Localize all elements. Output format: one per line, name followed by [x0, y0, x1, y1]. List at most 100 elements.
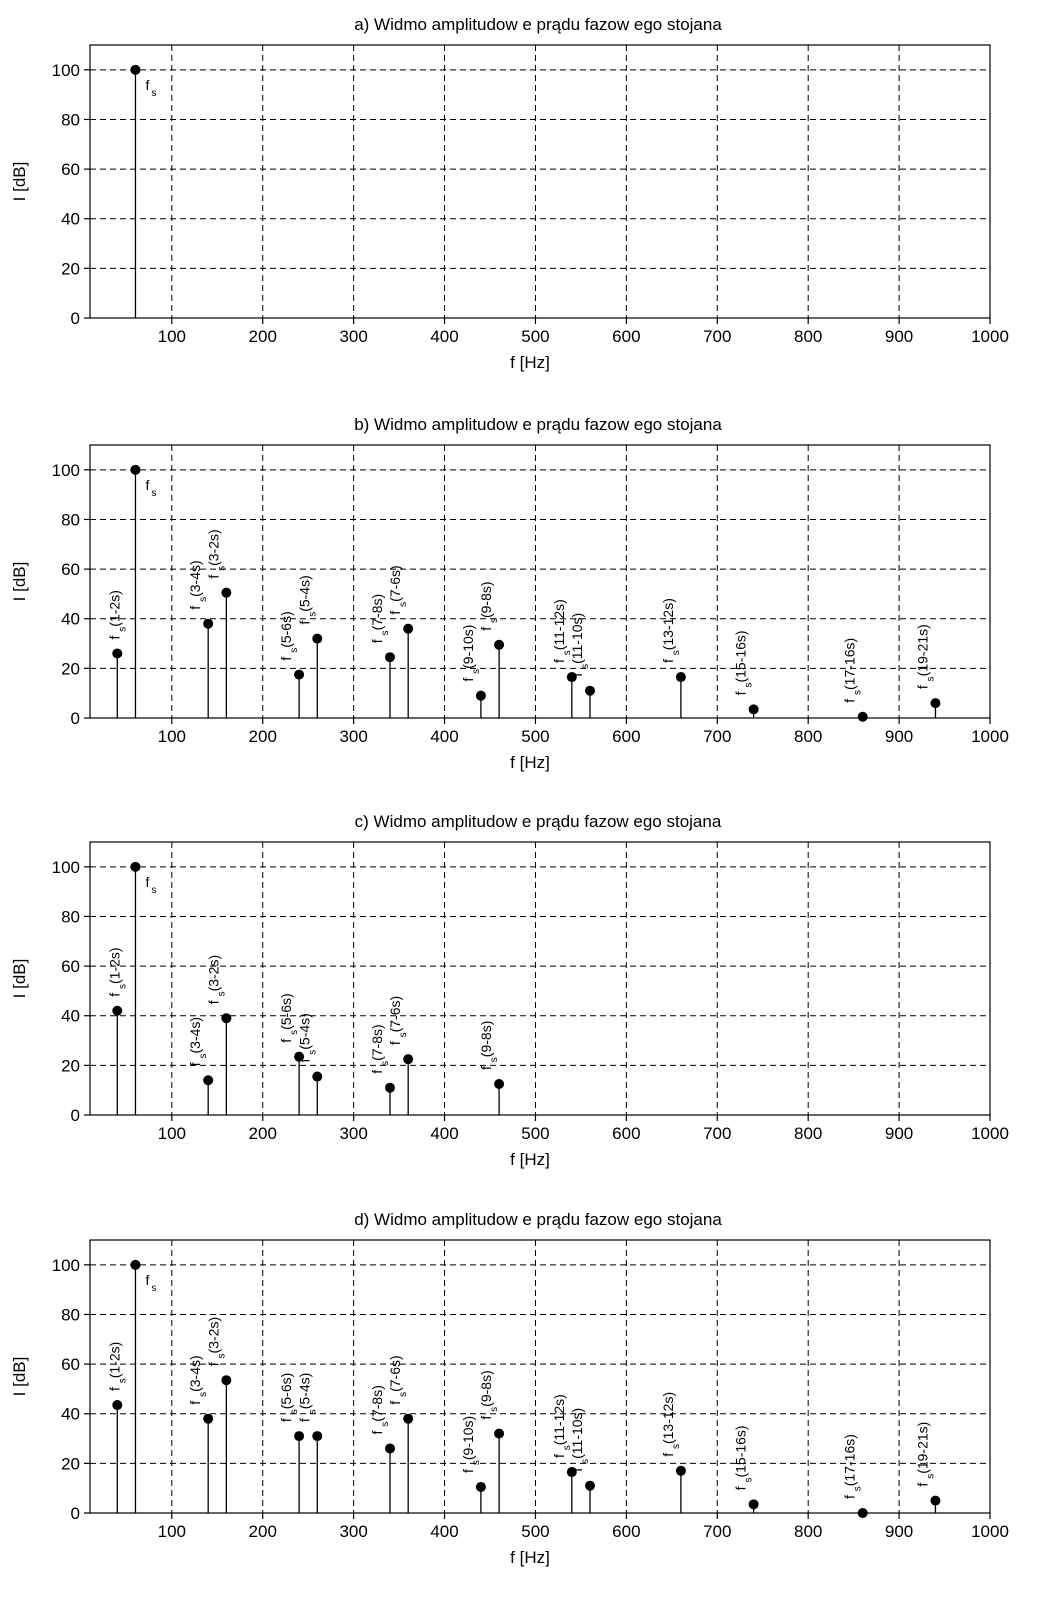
chart-panel-d: d) Widmo amplitudow e prądu fazow ego st…	[10, 1210, 1009, 1567]
x-tick-label: 800	[794, 1124, 822, 1143]
chart-panel-a: a) Widmo amplitudow e prądu fazow ego st…	[10, 15, 1009, 372]
x-tick-label: 1000	[971, 327, 1009, 346]
stem-annotation: f s(1-2s)	[106, 1342, 128, 1391]
chart-panel-c: c) Widmo amplitudow e prądu fazow ego st…	[10, 812, 1009, 1169]
stem-marker	[221, 1375, 232, 1386]
stem-marker	[748, 704, 759, 715]
x-tick-label: 100	[158, 327, 186, 346]
stem-annotation: fs	[145, 874, 156, 896]
stem-marker	[312, 633, 323, 644]
x-tick-label: 100	[158, 1124, 186, 1143]
x-tick-label: 700	[703, 1124, 731, 1143]
y-axis-label: I [dB]	[10, 1357, 29, 1397]
stem-annotation: f s(9-10s)	[460, 625, 482, 682]
x-axis-label: f [Hz]	[510, 353, 550, 372]
stem-marker	[675, 1465, 686, 1476]
x-tick-label: 300	[339, 727, 367, 746]
x-tick-label: 600	[612, 1522, 640, 1541]
y-tick-label: 80	[61, 907, 80, 926]
y-tick-label: 60	[61, 957, 80, 976]
stem-annotation: f s(9-8s)	[478, 1370, 500, 1419]
y-tick-label: 40	[61, 1007, 80, 1026]
x-tick-label: 300	[339, 1124, 367, 1143]
x-tick-label: 500	[521, 1124, 549, 1143]
stem-annotation: f s(3-2s)	[205, 529, 227, 578]
stem-annotation: f s(3-4s)	[187, 560, 209, 609]
stem-annotation: f s(19-21s)	[914, 624, 936, 689]
chart-title: c) Widmo amplitudow e prądu fazow ego st…	[355, 812, 722, 831]
x-tick-label: 200	[249, 327, 277, 346]
x-tick-label: 500	[521, 327, 549, 346]
y-axis-label: I [dB]	[10, 562, 29, 602]
stem-annotation: f s(13-12s)	[660, 598, 682, 663]
stem-marker	[294, 1431, 305, 1442]
x-tick-label: 1000	[971, 727, 1009, 746]
y-tick-label: 0	[71, 1106, 80, 1125]
stem-annotation: f s(9-8s)	[478, 1021, 500, 1070]
y-axis-label: I [dB]	[10, 162, 29, 202]
stem-marker	[203, 1075, 214, 1086]
stem-annotation: f s(7-6s)	[387, 565, 409, 614]
stem-marker	[566, 672, 577, 683]
stem-marker	[494, 1428, 505, 1439]
y-tick-label: 80	[61, 110, 80, 129]
stem-marker	[475, 1481, 486, 1492]
stem-annotation: fs	[145, 477, 156, 499]
chart-title: a) Widmo amplitudow e prądu fazow ego st…	[354, 15, 722, 34]
x-tick-label: 400	[430, 1522, 458, 1541]
stem-marker	[857, 1508, 868, 1518]
x-tick-label: 800	[794, 727, 822, 746]
y-tick-label: 80	[61, 510, 80, 529]
stem-marker	[930, 1495, 941, 1506]
chart-title: d) Widmo amplitudow e prądu fazow ego st…	[354, 1210, 722, 1229]
stem-marker	[312, 1431, 323, 1442]
stem-marker	[385, 652, 395, 663]
y-tick-label: 40	[61, 1405, 80, 1424]
stem-annotation: f s(13-12s)	[660, 1392, 682, 1457]
stem-annotation: f s(1-2s)	[106, 947, 128, 996]
y-tick-label: 20	[61, 1056, 80, 1075]
stem-annotation: f s(19-21s)	[914, 1422, 936, 1487]
stem-marker	[494, 639, 505, 650]
x-tick-label: 400	[430, 1124, 458, 1143]
x-tick-label: 500	[521, 727, 549, 746]
stem-marker	[312, 1071, 323, 1082]
x-axis-label: f [Hz]	[510, 1548, 550, 1567]
stem-annotation: f s(3-2s)	[205, 1317, 227, 1366]
stem-marker	[857, 711, 868, 722]
y-tick-label: 20	[61, 259, 80, 278]
x-axis-label: f [Hz]	[510, 753, 550, 772]
stem-annotation: f s(17-16s)	[842, 1434, 864, 1499]
stem-marker	[221, 587, 232, 598]
y-tick-label: 40	[61, 610, 80, 629]
y-tick-label: 0	[71, 1504, 80, 1523]
stem-marker	[294, 669, 305, 680]
y-tick-label: 60	[61, 1355, 80, 1374]
plot-frame	[89, 1239, 991, 1514]
x-tick-label: 300	[339, 1522, 367, 1541]
stem-marker	[112, 1005, 123, 1016]
y-tick-label: 100	[52, 1256, 80, 1275]
x-tick-label: 800	[794, 327, 822, 346]
y-tick-label: 20	[61, 659, 80, 678]
y-tick-label: 0	[71, 309, 80, 328]
x-tick-label: 100	[158, 1522, 186, 1541]
stem-marker	[403, 1054, 414, 1065]
stem-marker	[566, 1467, 577, 1478]
y-tick-label: 100	[52, 858, 80, 877]
stem-annotation: fs	[145, 1272, 156, 1294]
stem-marker	[130, 861, 141, 872]
stem-marker	[112, 648, 123, 659]
x-tick-label: 400	[430, 327, 458, 346]
x-tick-label: 200	[249, 727, 277, 746]
stem-annotation: f s(5-4s)	[296, 1013, 318, 1062]
stem-marker	[585, 685, 595, 696]
x-tick-label: 400	[430, 727, 458, 746]
stem-marker	[294, 1051, 305, 1062]
x-tick-label: 900	[885, 1124, 913, 1143]
stem-marker	[748, 1499, 759, 1510]
stem-marker	[930, 698, 941, 709]
chart-panel-b: b) Widmo amplitudow e prądu fazow ego st…	[10, 415, 1009, 772]
chart-title: b) Widmo amplitudow e prądu fazow ego st…	[354, 415, 722, 434]
x-tick-label: 600	[612, 327, 640, 346]
